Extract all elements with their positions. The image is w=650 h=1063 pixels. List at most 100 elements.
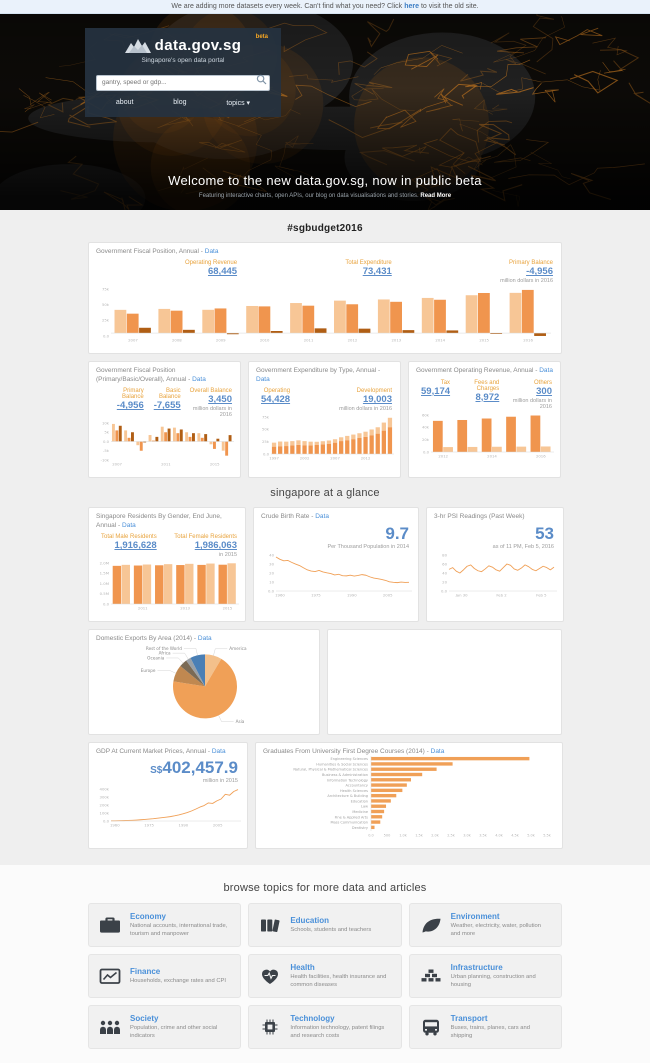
topic-technology-title[interactable]: Technology bbox=[290, 1013, 335, 1023]
residents-data-link[interactable]: Data bbox=[122, 521, 136, 529]
svg-text:100k: 100k bbox=[100, 810, 110, 815]
birth-rate-data-link[interactable]: Data bbox=[315, 513, 329, 521]
fiscal-data-link[interactable]: Data bbox=[204, 248, 219, 255]
svg-text:75k: 75k bbox=[102, 287, 110, 291]
stat-label: Primary Balance bbox=[122, 388, 144, 401]
gdp-value-block: S$402,457.9 million in 2015 bbox=[98, 759, 238, 784]
topic-transport[interactable]: Transport Buses, trains, planes, cars an… bbox=[408, 1005, 562, 1050]
fiscal-detail-data-link[interactable]: Data bbox=[192, 375, 206, 383]
svg-text:40: 40 bbox=[442, 570, 447, 575]
card-fiscal-position: Government Fiscal Position, Annual - Dat… bbox=[88, 242, 562, 355]
topic-text: Transport Buses, trains, planes, cars an… bbox=[451, 1014, 552, 1040]
svg-text:2013: 2013 bbox=[180, 606, 190, 611]
svg-text:60: 60 bbox=[442, 561, 447, 566]
topic-society-title[interactable]: Society bbox=[130, 1013, 159, 1023]
graduates-data-link[interactable]: Data bbox=[430, 747, 445, 755]
books-icon bbox=[261, 919, 280, 933]
svg-text:20: 20 bbox=[269, 570, 274, 575]
birth-rate-value-block: 9.7 Per Thousand Population in 2014 bbox=[263, 524, 409, 549]
exports-data-link[interactable]: Data bbox=[197, 635, 212, 643]
topic-society[interactable]: Society Population, crime and other soci… bbox=[88, 1005, 242, 1050]
nav-blog[interactable]: blog bbox=[173, 98, 187, 106]
stat-value-link[interactable]: 68,445 bbox=[207, 266, 238, 278]
svg-text:1990: 1990 bbox=[347, 592, 357, 597]
topic-education[interactable]: Education Schools, students and teachers bbox=[248, 903, 402, 948]
stat-label: Total Expenditure bbox=[345, 260, 392, 267]
stat-male-residents: Total Male Residents 1,916,628 bbox=[101, 534, 157, 558]
topic-environment[interactable]: Environment Weather, electricity, water,… bbox=[408, 903, 562, 948]
gdp-note: million in 2015 bbox=[202, 777, 238, 784]
logo[interactable]: data.gov.sg beta bbox=[96, 34, 270, 54]
stat-label: Operating bbox=[263, 388, 291, 395]
stat-value-link[interactable]: -4,956 bbox=[526, 266, 553, 278]
blocks-pyramid-icon bbox=[421, 969, 441, 982]
search-input[interactable] bbox=[96, 74, 270, 91]
gdp-chart: 1960 1975 1990 2005 400k 300k 200k 100k 0.0 bbox=[100, 786, 241, 827]
svg-text:200k: 200k bbox=[100, 802, 110, 807]
search-icon[interactable] bbox=[256, 74, 267, 85]
topic-transport-title[interactable]: Transport bbox=[450, 1013, 488, 1023]
svg-text:Engineering Sciences: Engineering Sciences bbox=[330, 757, 368, 761]
stat-value-link[interactable]: 8,972 bbox=[475, 391, 500, 403]
topic-finance[interactable]: Finance Households, exchange rates and C… bbox=[88, 954, 242, 999]
tagline: Singapore's open data portal bbox=[141, 57, 225, 64]
read-more-link[interactable]: Read More bbox=[420, 192, 452, 199]
stat-value-link[interactable]: 1,916,628 bbox=[114, 540, 157, 552]
topic-health[interactable]: Health Health facilities, health insuran… bbox=[248, 954, 402, 999]
people-icon bbox=[100, 1020, 120, 1035]
stat-value-link[interactable]: 3,450 bbox=[208, 394, 232, 406]
card-title-text: GDP At Current Market Prices, Annual bbox=[96, 747, 207, 755]
title-sep: - bbox=[198, 248, 205, 255]
notice-old-site-link[interactable]: here bbox=[404, 3, 419, 10]
svg-text:2.0M: 2.0M bbox=[100, 561, 109, 565]
topic-environment-title[interactable]: Environment bbox=[450, 911, 500, 921]
stat-note: million dollars in 2016 bbox=[500, 278, 553, 285]
notice-bar: We are adding more datasets every week. … bbox=[0, 0, 650, 14]
stat-value-link[interactable]: 300 bbox=[536, 385, 552, 397]
topic-text: Finance Households, exchange rates and C… bbox=[130, 967, 226, 985]
svg-text:5.0k: 5.0k bbox=[527, 834, 536, 838]
svg-text:300k: 300k bbox=[100, 794, 110, 799]
topic-economy-title[interactable]: Economy bbox=[130, 911, 167, 921]
card-title-text: Government Fiscal Position, Annual bbox=[96, 248, 199, 255]
stat-value-link[interactable]: 73,431 bbox=[362, 266, 392, 278]
stat-operating: Operating 54,428 bbox=[261, 388, 290, 412]
nav-topics[interactable]: topics ▾ bbox=[226, 99, 251, 107]
topic-health-title[interactable]: Health bbox=[290, 962, 315, 972]
topic-education-title[interactable]: Education bbox=[290, 916, 329, 925]
stat-value-link[interactable]: -7,655 bbox=[153, 400, 181, 412]
gdp-data-link[interactable]: Data bbox=[211, 747, 226, 755]
topic-finance-title[interactable]: Finance bbox=[130, 967, 161, 976]
stat-value-link[interactable]: 59,174 bbox=[421, 385, 451, 397]
svg-text:2011: 2011 bbox=[161, 462, 171, 467]
card-title-text: Crude Birth Rate bbox=[261, 513, 310, 521]
stat-value-link[interactable]: -4,956 bbox=[116, 400, 144, 412]
leaf-icon bbox=[422, 918, 441, 933]
svg-text:Law: Law bbox=[361, 805, 368, 809]
title-sep: - bbox=[206, 747, 212, 755]
topic-text: Infrastructure Urban planning, construct… bbox=[451, 963, 552, 989]
operating-revenue-data-link[interactable]: Data bbox=[539, 367, 553, 375]
psi-value: 53 bbox=[535, 523, 554, 543]
topic-infrastructure[interactable]: Infrastructure Urban planning, construct… bbox=[408, 954, 562, 999]
svg-text:Natural, Physical & Mathematic: Natural, Physical & Mathematical Science… bbox=[293, 768, 368, 772]
svg-text:1975: 1975 bbox=[144, 822, 154, 827]
topic-technology[interactable]: Technology Information technology, paten… bbox=[248, 1005, 402, 1050]
stat-note: in 2015 bbox=[218, 552, 237, 559]
topic-economy[interactable]: Economy National accounts, international… bbox=[88, 903, 242, 948]
stat-value-link[interactable]: 1,986,063 bbox=[194, 540, 237, 552]
topic-education-desc: Schools, students and teachers bbox=[290, 927, 372, 933]
svg-text:Dentistry: Dentistry bbox=[352, 826, 368, 830]
svg-text:1975: 1975 bbox=[311, 592, 321, 597]
stat-value-link[interactable]: 54,428 bbox=[261, 394, 291, 406]
stat-label: Total Female Residents bbox=[174, 534, 237, 541]
stat-value-link[interactable]: 19,003 bbox=[362, 394, 392, 406]
topic-infrastructure-title[interactable]: Infrastructure bbox=[450, 962, 503, 972]
expenditure-data-link[interactable]: Data bbox=[256, 375, 270, 383]
nav-about[interactable]: about bbox=[115, 98, 134, 106]
svg-text:10: 10 bbox=[269, 579, 274, 584]
topic-text: Health Health facilities, health insuran… bbox=[290, 963, 391, 989]
stat-label: Others bbox=[533, 379, 552, 386]
stat-label: Operating Revenue bbox=[185, 260, 238, 267]
